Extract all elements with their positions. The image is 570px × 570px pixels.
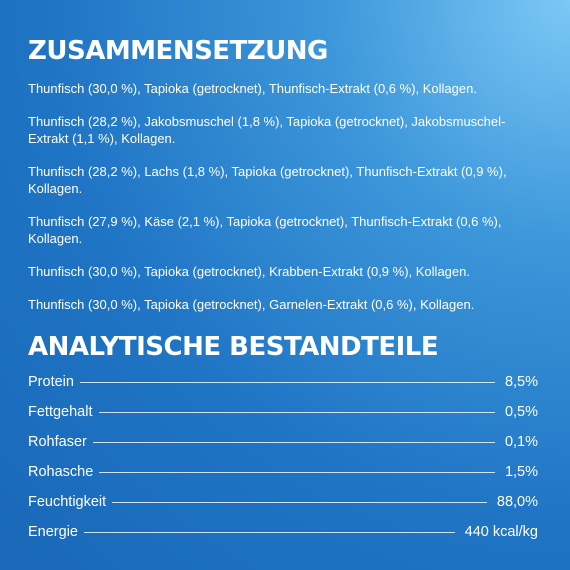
row-value: 8,5%: [504, 374, 538, 390]
row-value: 88,0%: [496, 494, 538, 510]
row-value: 440 kcal/kg: [464, 524, 538, 540]
analysis-row: Protein 8,5%: [28, 374, 538, 404]
leader-line: [112, 502, 487, 503]
section-title: ANALYTISCHE BESTANDTEILE: [28, 332, 439, 362]
leader-line: [92, 442, 495, 443]
leader-line: [98, 412, 495, 413]
section-title: ZUSAMMENSETZUNG: [28, 36, 328, 66]
row-label: Energie: [28, 524, 78, 540]
analysis-row: Feuchtigkeit 88,0%: [28, 494, 538, 524]
ingredient-line: Thunfisch (28,2 %), Lachs (1,8 %), Tapio…: [28, 164, 507, 196]
row-value: 0,5%: [504, 404, 538, 420]
leader-line: [83, 532, 455, 533]
analysis-row: Rohasche 1,5%: [28, 464, 538, 494]
analysis-table: Protein 8,5% Fettgehalt 0,5% Rohfaser 0,1% Roh…: [28, 374, 538, 554]
composition-list: Thunfisch (30,0 %), Tapioka (getrocknet)…: [28, 80, 538, 329]
row-value: 1,5%: [504, 464, 538, 480]
row-value: 0,1%: [504, 434, 538, 450]
row-label: Rohasche: [28, 464, 94, 480]
leader-line: [99, 472, 495, 473]
analysis-row: Rohfaser 0,1%: [28, 434, 538, 464]
analysis-row: Fettgehalt 0,5%: [28, 404, 538, 434]
leader-line: [79, 382, 495, 383]
row-label: Rohfaser: [28, 434, 87, 450]
row-label: Feuchtigkeit: [28, 494, 107, 510]
row-label: Protein: [28, 374, 74, 390]
ingredient-line: Thunfisch (28,2 %), Jakobsmuschel (1,8 %…: [28, 114, 506, 146]
ingredient-line: Thunfisch (30,0 %), Tapioka (getrocknet)…: [28, 81, 477, 96]
analysis-row: Energie 440 kcal/kg: [28, 524, 538, 554]
ingredient-line: Thunfisch (27,9 %), Käse (2,1 %), Tapiok…: [28, 214, 502, 246]
ingredient-line: Thunfisch (30,0 %), Tapioka (getrocknet)…: [28, 264, 470, 279]
row-label: Fettgehalt: [28, 404, 93, 420]
ingredient-line: Thunfisch (30,0 %), Tapioka (getrocknet)…: [28, 297, 475, 312]
